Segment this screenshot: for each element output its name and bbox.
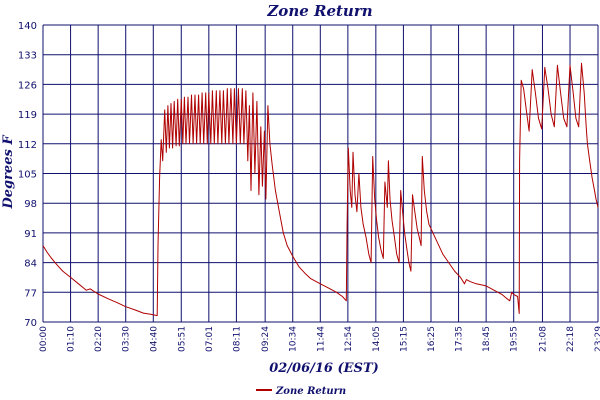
x-tick-label: 07:01 bbox=[205, 326, 215, 352]
x-tick-label: 04:40 bbox=[149, 326, 159, 352]
legend-label-zone-return: Zone Return bbox=[275, 386, 346, 397]
x-tick-label: 16:25 bbox=[427, 326, 437, 352]
x-tick-label: 12:54 bbox=[344, 326, 354, 352]
y-tick-label: 91 bbox=[24, 229, 37, 240]
y-tick-label: 133 bbox=[18, 51, 37, 62]
x-tick-label: 01:10 bbox=[67, 326, 77, 352]
y-tick-label: 77 bbox=[24, 288, 37, 299]
x-tick-label: 17:35 bbox=[455, 326, 465, 352]
x-tick-label: 10:34 bbox=[289, 326, 299, 352]
y-axis-title: Degrees F bbox=[1, 135, 16, 210]
y-tick-label: 70 bbox=[24, 318, 37, 329]
y-tick-label: 98 bbox=[24, 199, 37, 210]
x-tick-label: 08:11 bbox=[232, 326, 242, 352]
x-tick-label: 05:51 bbox=[177, 326, 187, 352]
x-tick-label: 09:24 bbox=[261, 326, 271, 352]
series-line-zone-return bbox=[42, 62, 599, 317]
x-axis-title: 02/06/16 (EST) bbox=[269, 361, 379, 376]
y-tick-label: 105 bbox=[18, 170, 37, 181]
legend: Zone Return bbox=[256, 386, 346, 397]
x-tick-labels: 00:00 01:10 02:20 03:30 04:40 05:51 07:01 08:11… bbox=[39, 326, 600, 352]
chart-title: Zone Return bbox=[266, 2, 372, 20]
x-tick-label: 00:00 bbox=[39, 326, 49, 352]
y-tick-label: 84 bbox=[24, 259, 37, 270]
x-tick-label: 14:05 bbox=[372, 326, 382, 352]
y-tick-labels: 70 77 84 91 98 105 112 119 126 133 140 bbox=[18, 21, 37, 329]
y-tick-label: 126 bbox=[18, 80, 37, 91]
x-tick-label: 21:08 bbox=[538, 326, 548, 352]
grid bbox=[42, 24, 599, 323]
x-tick-label: 11:44 bbox=[316, 326, 326, 352]
x-tick-label: 18:45 bbox=[482, 326, 492, 352]
x-tick-label: 03:30 bbox=[122, 326, 132, 352]
y-tick-label: 112 bbox=[18, 140, 37, 151]
y-tick-label: 119 bbox=[18, 110, 37, 121]
x-tick-label: 19:55 bbox=[510, 326, 520, 352]
y-tick-label: 140 bbox=[18, 21, 37, 32]
x-tick-label: 15:15 bbox=[399, 326, 409, 352]
x-tick-label: 23:29 bbox=[594, 326, 600, 352]
x-tick-label: 02:20 bbox=[94, 326, 104, 352]
x-tick-label: 22:18 bbox=[566, 326, 576, 352]
